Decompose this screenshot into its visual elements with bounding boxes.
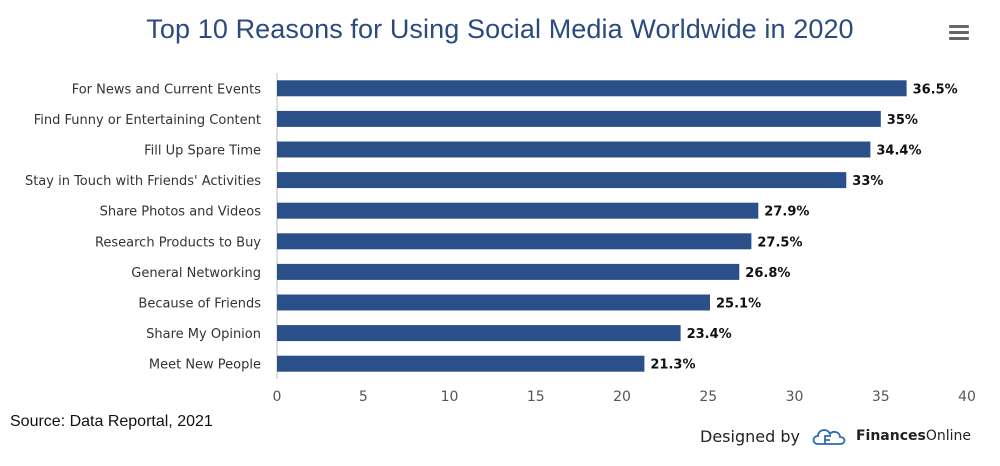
x-tick-label: 35 [872, 389, 890, 405]
x-tick-label: 20 [613, 389, 631, 405]
data-label: 27.9% [764, 205, 809, 220]
menu-line [949, 25, 969, 28]
menu-line [949, 31, 969, 34]
bar [277, 80, 907, 97]
category-label: General Networking [131, 266, 261, 281]
brand-name: FinancesOnline [856, 428, 971, 444]
data-label: 27.5% [757, 235, 802, 250]
category-label: Meet New People [149, 358, 261, 373]
x-tick-label: 25 [699, 389, 717, 405]
hamburger-menu-icon[interactable] [946, 22, 972, 44]
category-label: Share Photos and Videos [100, 205, 262, 220]
bar [277, 294, 710, 311]
bar [277, 233, 752, 250]
category-label: Stay in Touch with Friends' Activities [25, 174, 261, 189]
bar [277, 141, 871, 158]
category-label: Research Products to Buy [95, 235, 261, 250]
data-label: 33% [852, 174, 883, 189]
data-label: 21.3% [650, 358, 695, 373]
category-label: For News and Current Events [72, 82, 261, 97]
x-tick-label: 40 [958, 389, 976, 405]
x-tick-label: 5 [359, 389, 368, 405]
category-label: Fill Up Spare Time [144, 144, 261, 159]
data-label: 34.4% [876, 144, 921, 159]
bar-chart: For News and Current Events 36.5% Find Fun… [25, 73, 976, 405]
category-label: Because of Friends [138, 297, 261, 312]
designed-by-credit[interactable]: Designed by FinancesOnline [700, 424, 971, 448]
bar [277, 325, 681, 342]
financesonline-logo-icon [812, 429, 846, 445]
data-label: 23.4% [687, 327, 732, 342]
brand-name-bold: Finances [855, 428, 926, 444]
x-tick-label: 10 [441, 389, 459, 405]
category-label: Find Funny or Entertaining Content [34, 113, 261, 128]
data-label: 36.5% [913, 82, 958, 97]
menu-line [949, 37, 969, 40]
category-label: Share My Opinion [146, 327, 261, 342]
data-label: 26.8% [745, 266, 790, 281]
chart-title: Top 10 Reasons for Using Social Media Wo… [146, 14, 854, 44]
bar [277, 263, 740, 280]
designed-by-label: Designed by [700, 426, 800, 446]
data-label: 25.1% [716, 297, 761, 312]
bar [277, 202, 759, 219]
brand-name-rest: Online [925, 428, 971, 444]
x-tick-label: 30 [786, 389, 804, 405]
bar [277, 110, 881, 127]
bar [277, 172, 847, 189]
x-tick-label: 0 [273, 389, 282, 405]
x-tick-label: 15 [527, 389, 545, 405]
source-note: Source: Data Reportal, 2021 [10, 413, 213, 430]
bar [277, 355, 645, 372]
data-label: 35% [887, 113, 918, 128]
